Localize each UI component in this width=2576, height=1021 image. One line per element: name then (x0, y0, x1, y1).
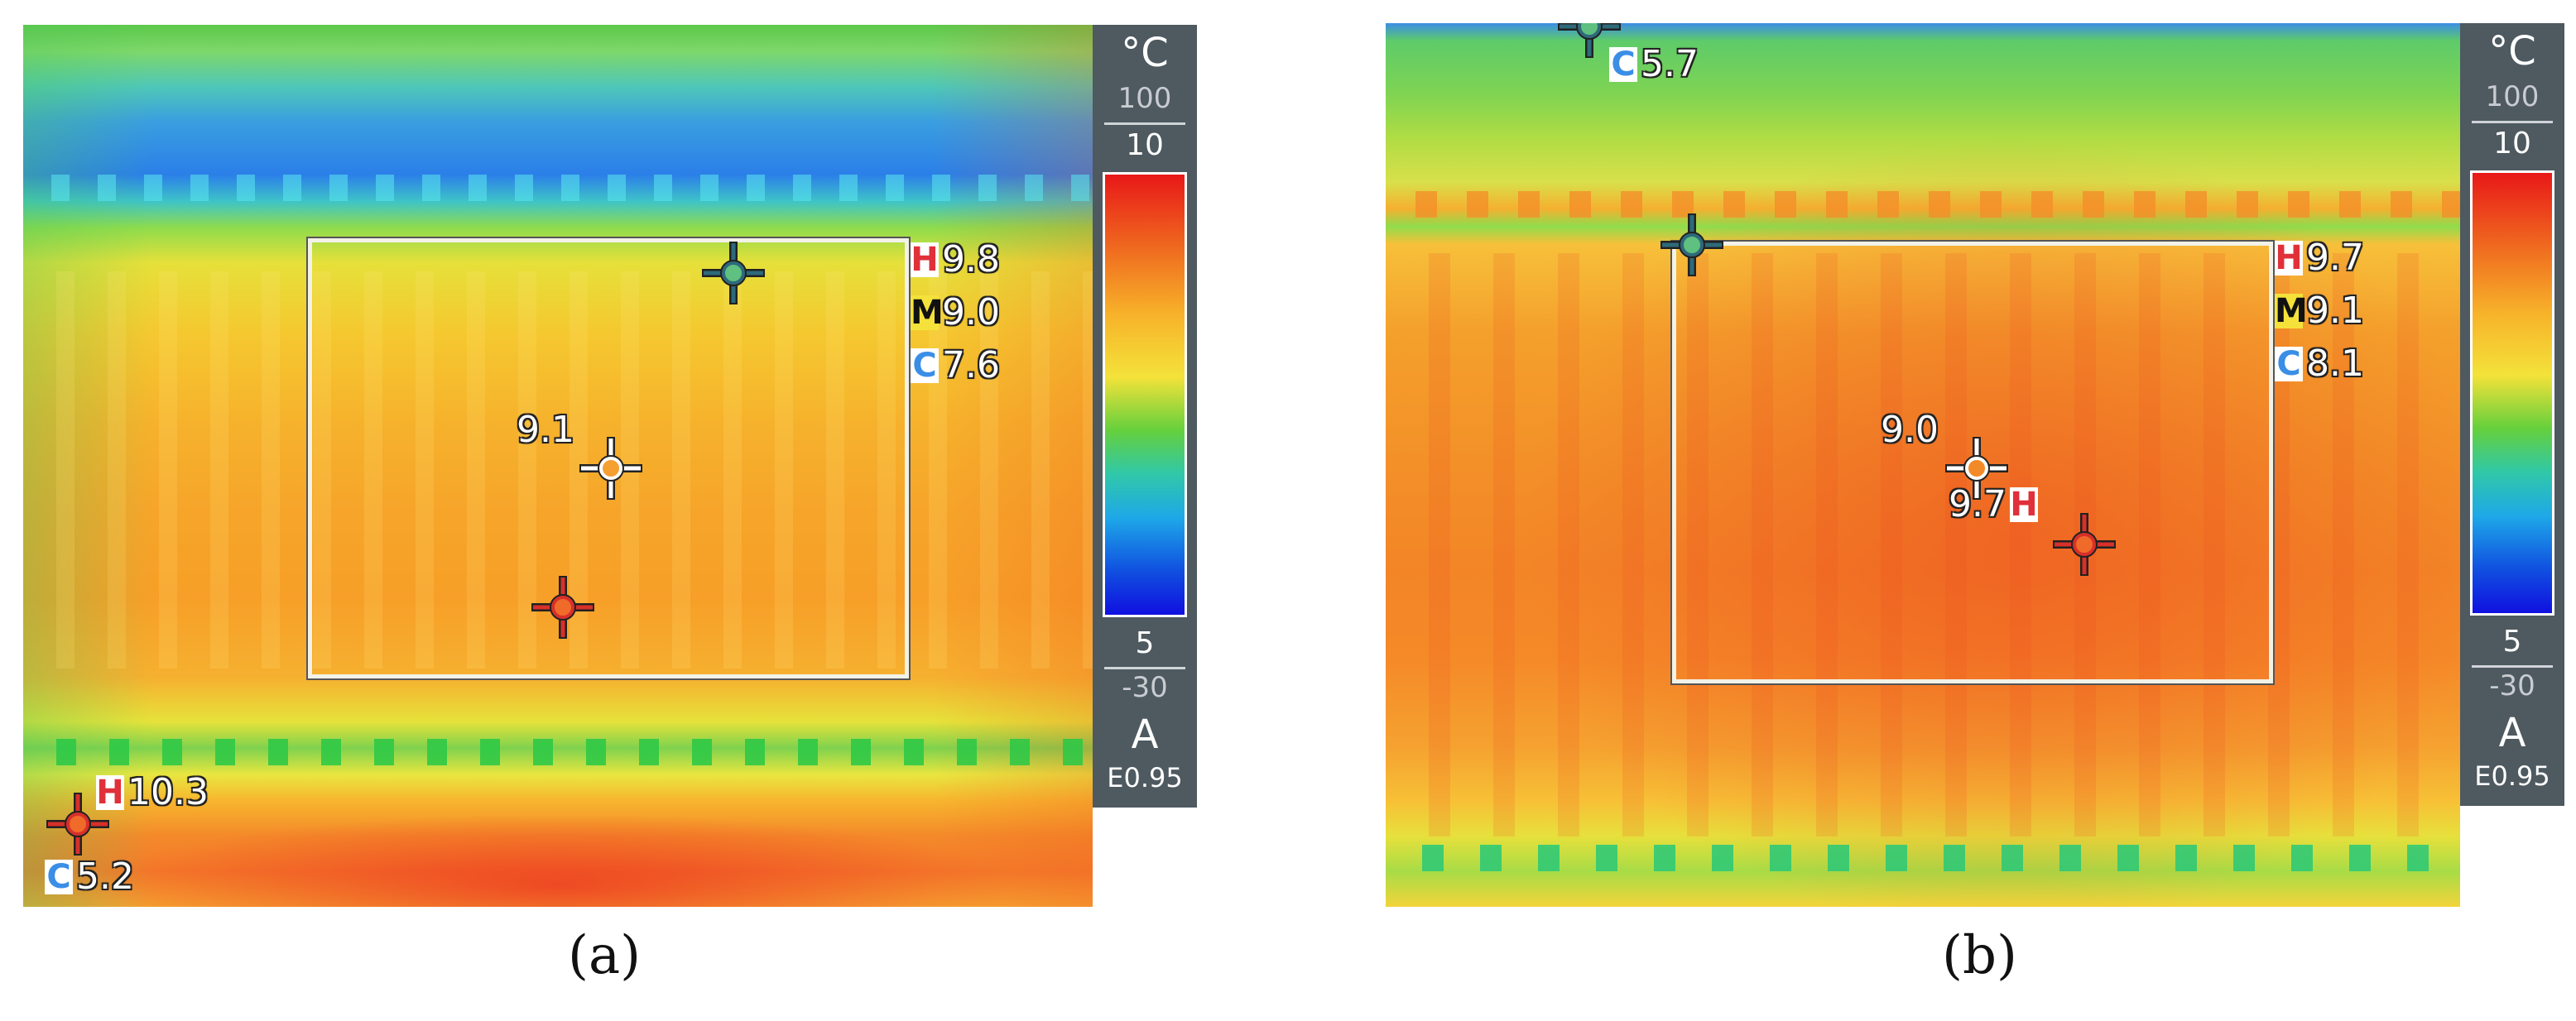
thermal-dots-top (1386, 190, 2460, 218)
scale-range-min: -30 (1122, 671, 1168, 704)
frame-hot-crosshair-icon (46, 793, 109, 856)
hot-spot-crosshair-icon (531, 576, 594, 639)
frame-cold-stat: C 5.2 (45, 856, 134, 898)
scale-divider (2472, 665, 2553, 668)
scale-unit: °C (1121, 30, 1169, 76)
frame-cold-stat: C 5.7 (1609, 43, 1699, 85)
high-tag: H (96, 773, 124, 812)
scale-emissivity: E0.95 (1107, 762, 1183, 793)
hot-spot-label: 9.7 H (1949, 483, 2041, 525)
hot-spot-crosshair-icon (2053, 513, 2116, 576)
thermal-panel-a: 9.1 H 9.8 M 9.0 C 7.6 H (23, 25, 1197, 907)
scale-range-max: 100 (2485, 80, 2540, 113)
cold-tag: C (2275, 346, 2303, 381)
cold-tag: C (45, 859, 73, 894)
high-tag: H (2275, 238, 2303, 277)
hot-spot-value: 9.7 (1949, 483, 2006, 525)
cold-spot-crosshair-icon (702, 242, 765, 304)
scale-top-value: 10 (2493, 127, 2531, 161)
cold-value: 5.7 (1641, 43, 1699, 85)
high-value: 10.3 (127, 771, 209, 813)
thermal-image-a: 9.1 H 9.8 M 9.0 C 7.6 H (23, 25, 1093, 907)
panel-caption-b: (b) (1942, 925, 2017, 986)
scale-bottom-value: 5 (2502, 625, 2522, 659)
scale-range-max: 100 (1117, 82, 1172, 115)
color-scale: °C 100 10 5 -30 A E0.95 (2460, 23, 2564, 806)
thermal-background (1386, 23, 2460, 907)
scale-unit: °C (2488, 28, 2536, 74)
box-high-stat: H 9.8 (911, 238, 1000, 280)
high-value: 9.8 (942, 238, 1000, 280)
high-value: 9.7 (2306, 237, 2364, 279)
thermal-panel-b: C 5.7 9.0 9.7 H (1386, 23, 2564, 907)
center-spot-value: 9.0 (1881, 409, 1939, 451)
cold-tag: C (1609, 46, 1637, 82)
scale-divider (1104, 667, 1185, 669)
box-high-stat: H 9.7 (2275, 237, 2364, 279)
box-mean-stat: M 9.0 (911, 291, 1000, 333)
thermal-image-b: C 5.7 9.0 9.7 H (1386, 23, 2460, 907)
color-scale: °C 100 10 5 -30 A E0.95 (1093, 25, 1197, 808)
scale-top-value: 10 (1126, 128, 1164, 162)
thermal-shading (1386, 23, 2460, 907)
thermal-hot-region (23, 801, 1093, 907)
panel-caption-a: (a) (568, 925, 642, 986)
mean-value: 9.0 (942, 291, 1000, 333)
cold-spot-crosshair-icon (1660, 213, 1723, 276)
measurement-box (308, 238, 909, 678)
center-spot-crosshair-icon (579, 437, 642, 500)
mean-tag: M (2275, 291, 2308, 330)
cold-tag: C (911, 348, 939, 383)
hot-spot-tag: H (2009, 485, 2038, 524)
thermal-dots-top (23, 175, 1093, 202)
high-tag: H (911, 240, 939, 279)
center-spot-value: 9.1 (517, 409, 574, 451)
scale-emissivity: E0.95 (2474, 760, 2550, 792)
box-cold-stat: C 8.1 (2275, 343, 2364, 385)
scale-divider (1104, 122, 1185, 125)
center-spot-crosshair-icon (1945, 437, 2008, 500)
mean-value: 9.1 (2306, 290, 2364, 332)
color-scale-bar (1103, 172, 1187, 617)
color-scale-bar (2470, 170, 2554, 616)
box-mean-stat: M 9.1 (2275, 290, 2364, 332)
scale-bottom-value: 5 (1135, 626, 1155, 660)
box-cold-stat: C 7.6 (911, 344, 1000, 386)
frame-cold-crosshair-icon (1558, 23, 1621, 58)
frame-high-stat: H 10.3 (96, 771, 209, 813)
cold-value: 5.2 (76, 856, 134, 898)
scale-mode: A (2498, 710, 2526, 756)
cold-value: 7.6 (942, 344, 1000, 386)
mean-tag: M (911, 293, 944, 332)
measurement-box (1672, 242, 2273, 683)
thermal-dots-bottom (1386, 845, 2460, 872)
scale-mode: A (1131, 712, 1159, 758)
scale-range-min: -30 (2489, 669, 2535, 702)
scale-divider (2472, 121, 2553, 123)
thermal-dots-bottom (23, 739, 1093, 766)
cold-value: 8.1 (2306, 343, 2364, 385)
